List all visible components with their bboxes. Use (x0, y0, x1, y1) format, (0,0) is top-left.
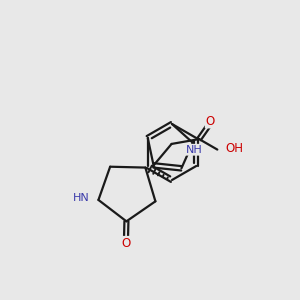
Text: OH: OH (225, 142, 243, 155)
Text: O: O (206, 115, 215, 128)
Text: NH: NH (185, 145, 202, 155)
Text: O: O (121, 237, 130, 250)
Text: HN: HN (73, 193, 89, 203)
